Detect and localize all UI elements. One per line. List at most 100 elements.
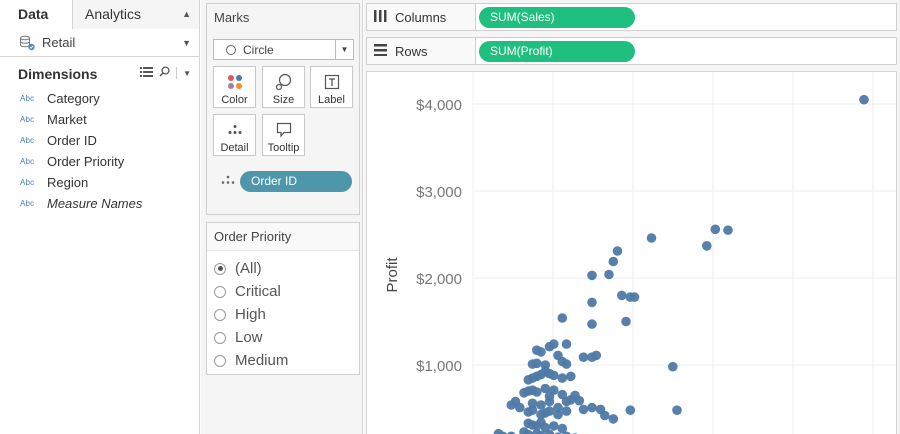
scatter-point[interactable] bbox=[536, 430, 546, 434]
scatter-point[interactable] bbox=[544, 406, 555, 416]
filter-option-high[interactable]: High bbox=[207, 303, 359, 326]
scatter-point[interactable] bbox=[646, 233, 657, 243]
scatter-point[interactable] bbox=[549, 339, 559, 349]
tab-data[interactable]: Data bbox=[0, 0, 73, 29]
scatter-point[interactable] bbox=[587, 270, 597, 281]
mark-type-select[interactable]: Circle ▼ bbox=[213, 39, 354, 60]
scatter-point[interactable] bbox=[600, 410, 610, 421]
scatter-point[interactable] bbox=[523, 429, 534, 434]
dimension-item-region[interactable]: Abc Region bbox=[0, 172, 199, 193]
search-icon[interactable] bbox=[159, 66, 170, 80]
scatter-point[interactable] bbox=[553, 402, 563, 413]
rows-shelf[interactable]: Rows SUM(Profit) bbox=[366, 37, 897, 65]
dimension-item-measure-names[interactable]: Abc Measure Names bbox=[0, 193, 199, 214]
scatter-point[interactable] bbox=[625, 405, 636, 416]
scatter-point[interactable] bbox=[498, 431, 508, 434]
radio-button[interactable] bbox=[214, 354, 226, 367]
scatter-point[interactable] bbox=[557, 389, 568, 400]
dimension-item-category[interactable]: Abc Category bbox=[0, 88, 199, 109]
scatter-point[interactable] bbox=[536, 400, 546, 410]
size-button[interactable]: Size bbox=[262, 66, 305, 108]
scatter-point[interactable] bbox=[561, 339, 572, 349]
scatter-point[interactable] bbox=[557, 373, 568, 383]
scatter-point[interactable] bbox=[544, 429, 555, 434]
scatter-point[interactable] bbox=[587, 319, 597, 329]
scatter-point[interactable] bbox=[507, 431, 517, 434]
scatter-point[interactable] bbox=[668, 361, 678, 372]
scatter-plot-view[interactable]: $1,000 $2,000 $3,000 $4,000 Profit bbox=[366, 71, 897, 434]
scatter-point[interactable] bbox=[549, 421, 559, 431]
scatter-point[interactable] bbox=[561, 396, 572, 407]
detail-button[interactable]: Detail bbox=[213, 114, 256, 156]
scatter-point[interactable] bbox=[536, 347, 546, 357]
tooltip-button[interactable]: Tooltip bbox=[262, 114, 305, 156]
scatter-point[interactable] bbox=[562, 431, 572, 434]
scatter-point[interactable] bbox=[587, 297, 597, 308]
scatter-point[interactable] bbox=[625, 292, 636, 302]
scatter-point[interactable] bbox=[544, 396, 555, 407]
columns-label-text: Columns bbox=[395, 9, 447, 25]
size-label: Size bbox=[272, 94, 295, 106]
chevron-updown-icon[interactable]: ▲ ▼ bbox=[182, 9, 191, 48]
scatter-point[interactable] bbox=[561, 406, 572, 416]
columns-shelf[interactable]: Columns SUM(Sales) bbox=[366, 3, 897, 31]
scatter-point[interactable] bbox=[578, 404, 589, 415]
scatter-point[interactable] bbox=[672, 405, 682, 416]
scatter-point[interactable] bbox=[859, 94, 869, 105]
dimension-item-order-priority[interactable]: Abc Order Priority bbox=[0, 151, 199, 172]
datasource-item[interactable]: Retail bbox=[0, 29, 199, 57]
tab-analytics[interactable]: Analytics ▲ ▼ bbox=[73, 0, 199, 48]
scatter-point[interactable] bbox=[566, 371, 576, 382]
filter-option-medium[interactable]: Medium bbox=[207, 349, 359, 372]
scatter-point[interactable] bbox=[574, 395, 585, 406]
scatter-point[interactable] bbox=[587, 402, 597, 413]
scatter-point[interactable] bbox=[523, 375, 534, 385]
scatter-point[interactable] bbox=[617, 290, 627, 301]
label-button[interactable]: Label bbox=[310, 66, 353, 108]
filter-option-all[interactable]: (All) bbox=[207, 257, 359, 280]
scatter-point[interactable] bbox=[549, 385, 559, 396]
order-id-pill[interactable]: Order ID bbox=[240, 171, 352, 192]
scatter-point[interactable] bbox=[702, 241, 712, 251]
radio-button[interactable] bbox=[214, 308, 226, 321]
tab-analytics-label: Analytics bbox=[85, 6, 142, 22]
scatter-point[interactable] bbox=[710, 224, 721, 235]
scatter-point[interactable] bbox=[527, 398, 538, 409]
scatter-point[interactable] bbox=[604, 269, 614, 280]
scatter-point[interactable] bbox=[578, 352, 589, 363]
filter-option-critical[interactable]: Critical bbox=[207, 280, 359, 303]
scatter-point[interactable] bbox=[557, 423, 568, 434]
scatter-point[interactable] bbox=[515, 402, 525, 413]
radio-button[interactable] bbox=[214, 285, 226, 298]
color-button[interactable]: Color bbox=[213, 66, 256, 108]
detail-icon bbox=[214, 119, 255, 141]
scatter-point[interactable] bbox=[506, 400, 517, 410]
filter-option-low[interactable]: Low bbox=[207, 326, 359, 349]
radio-button-checked[interactable] bbox=[214, 262, 226, 275]
scatter-point[interactable] bbox=[557, 313, 568, 323]
scatter-point[interactable] bbox=[553, 409, 563, 420]
scatter-point[interactable] bbox=[527, 405, 538, 416]
chevron-down-icon[interactable]: ▼ bbox=[183, 68, 191, 78]
radio-button[interactable] bbox=[214, 331, 226, 344]
scatter-point[interactable] bbox=[532, 387, 542, 397]
sum-sales-pill[interactable]: SUM(Sales) bbox=[479, 6, 635, 28]
scatter-point[interactable] bbox=[591, 350, 602, 361]
scatter-point[interactable] bbox=[540, 422, 551, 433]
chevron-down-icon[interactable]: ▼ bbox=[335, 40, 353, 59]
scatter-point[interactable] bbox=[612, 246, 623, 256]
sum-profit-pill[interactable]: SUM(Profit) bbox=[479, 40, 635, 62]
scatter-point[interactable] bbox=[561, 359, 572, 369]
dimension-item-market[interactable]: Abc Market bbox=[0, 109, 199, 130]
scatter-point[interactable] bbox=[621, 316, 631, 327]
scatter-plot[interactable]: $1,000 $2,000 $3,000 $4,000 Profit bbox=[367, 72, 897, 434]
scatter-point[interactable] bbox=[608, 414, 619, 424]
view-list-icon[interactable] bbox=[140, 66, 154, 80]
scatter-point[interactable] bbox=[532, 358, 542, 369]
string-type-icon: Abc bbox=[20, 157, 35, 166]
scatter-point[interactable] bbox=[540, 383, 551, 394]
dimension-item-order-id[interactable]: Abc Order ID bbox=[0, 130, 199, 151]
scatter-point[interactable] bbox=[608, 256, 619, 267]
cards-pane: Marks Circle ▼ Color Size Label bbox=[201, 0, 363, 434]
scatter-point[interactable] bbox=[723, 225, 733, 235]
